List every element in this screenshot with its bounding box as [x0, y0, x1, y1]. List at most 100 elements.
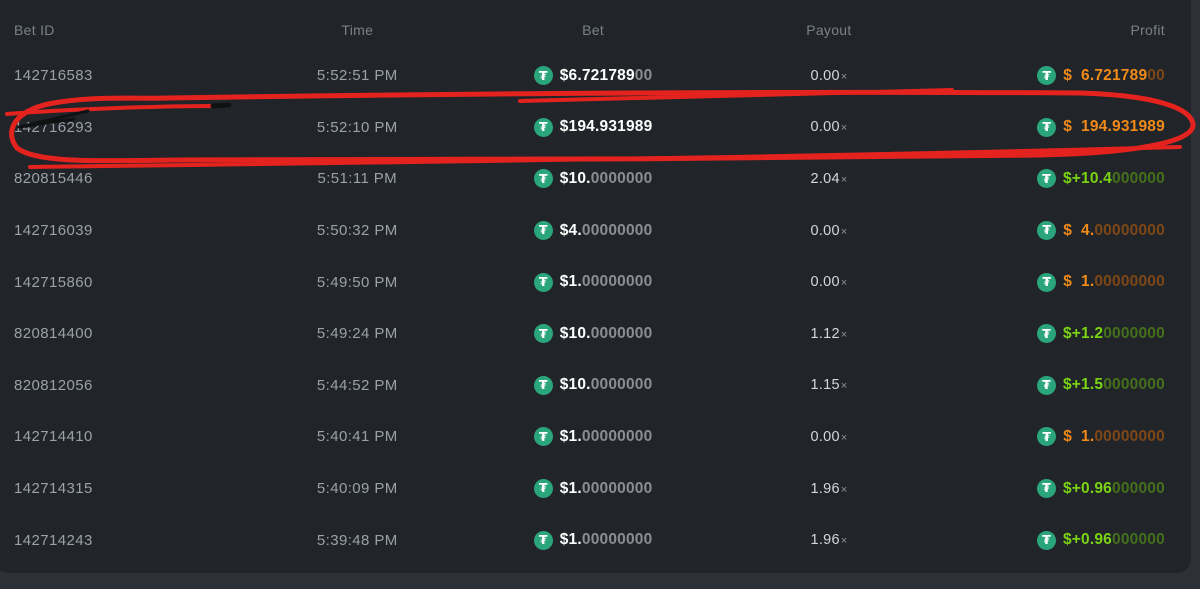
profit-amount-group: ₮ $ 1.00000000	[1037, 272, 1165, 292]
payout-multiplier: 0.00	[810, 428, 840, 445]
bet-amount-group: ₮ $194.931989	[533, 117, 653, 137]
bet-id-cell: 142716583	[14, 67, 93, 85]
profit-amount: $+0.96000000	[1063, 480, 1165, 498]
bet-row[interactable]: 820814400 5:49:24 PM ₮ $10.0000000 1.12× ₮ $+1…	[0, 308, 1191, 360]
bet-amount-main: $1.	[559, 427, 582, 445]
profit-amount: $ 1.00000000	[1063, 273, 1165, 291]
profit-amount: $+1.20000000	[1063, 325, 1165, 343]
multiply-symbol: ×	[840, 225, 848, 238]
bet-row[interactable]: 142715860 5:49:50 PM ₮ $1.00000000 0.00× ₮ $ 1…	[0, 256, 1191, 308]
column-header-bet: Bet	[582, 22, 605, 38]
profit-amount-group: ₮ $ 194.931989	[1037, 117, 1165, 137]
tether-icon: ₮	[1036, 324, 1056, 344]
tether-icon: ₮	[1037, 272, 1057, 292]
column-header-profit: Profit	[1130, 22, 1165, 38]
bet-amount: $1.00000000	[560, 273, 653, 291]
tether-icon: ₮	[533, 221, 553, 241]
payout-cell: 2.04×	[710, 170, 948, 188]
tether-icon: ₮	[533, 66, 553, 86]
profit-amount-group: ₮ $+0.96000000	[1036, 479, 1165, 499]
bet-row[interactable]: 142716039 5:50:32 PM ₮ $4.00000000 0.00× ₮ $ 4…	[0, 205, 1191, 257]
bet-amount-main: $10.	[559, 169, 591, 187]
bet-amount-main: $194.931989	[559, 118, 653, 136]
bet-amount-group: ₮ $1.00000000	[533, 530, 653, 550]
bet-row[interactable]: 142714243 5:39:48 PM ₮ $1.00000000 1.96× ₮ $+0…	[0, 514, 1191, 566]
bet-amount-trailing-zeros: 00000000	[581, 221, 653, 239]
tether-icon: ₮	[1037, 117, 1057, 137]
bet-amount-group: ₮ $4.00000000	[533, 221, 653, 241]
profit-cell: ₮ $+1.20000000	[948, 324, 1191, 344]
multiply-symbol: ×	[840, 431, 848, 444]
bet-amount-cell: ₮ $1.00000000	[476, 427, 709, 447]
profit-cell: ₮ $ 6.72178900	[948, 66, 1191, 86]
time-cell: 5:52:10 PM	[316, 118, 398, 136]
profit-amount: $ 6.72178900	[1063, 67, 1165, 85]
tether-icon: ₮	[533, 530, 553, 550]
profit-cell: ₮ $ 1.00000000	[948, 272, 1191, 292]
bet-id-cell: 820815446	[14, 170, 93, 188]
profit-amount-trailing-zeros: 000000	[1112, 531, 1165, 549]
tether-icon: ₮	[533, 375, 553, 395]
payout-cell: 1.96×	[710, 480, 948, 498]
time-cell: 5:52:51 PM	[316, 67, 398, 85]
profit-amount: $ 1.00000000	[1063, 428, 1165, 446]
profit-amount-main: $ 6.721789	[1063, 66, 1148, 84]
payout-cell: 0.00×	[710, 222, 948, 240]
bet-id-cell: 820814400	[14, 325, 93, 343]
column-header-bet-id: Bet ID	[14, 22, 55, 38]
tether-icon: ₮	[533, 272, 553, 292]
payout-cell: 0.00×	[710, 428, 948, 446]
bet-id-cell: 142714243	[14, 531, 93, 549]
profit-amount-main: $+10.4	[1062, 169, 1112, 187]
bet-amount-cell: ₮ $1.00000000	[476, 272, 709, 292]
bet-amount: $10.0000000	[560, 376, 653, 394]
table-body: 142716583 5:52:51 PM ₮ $6.72178900 0.00× ₮ $ 6…	[0, 50, 1191, 566]
bet-row[interactable]: 142716293 5:52:10 PM ₮ $194.931989 0.00× ₮ $ 1…	[0, 102, 1191, 154]
bet-amount-group: ₮ $1.00000000	[533, 272, 653, 292]
bet-amount-group: ₮ $1.00000000	[533, 479, 653, 499]
tether-icon: ₮	[533, 479, 553, 499]
bet-amount-cell: ₮ $1.00000000	[476, 479, 709, 499]
bet-amount: $10.0000000	[560, 325, 653, 343]
multiply-symbol: ×	[840, 535, 848, 548]
tether-icon: ₮	[533, 169, 553, 189]
bet-amount-group: ₮ $1.00000000	[533, 427, 653, 447]
column-header-payout: Payout	[806, 22, 852, 38]
bet-amount-main: $1.	[559, 531, 582, 549]
profit-amount-main: $+0.96	[1062, 479, 1112, 497]
multiply-symbol: ×	[840, 328, 848, 341]
bet-row[interactable]: 142714410 5:40:41 PM ₮ $1.00000000 0.00× ₮ $ 1…	[0, 411, 1191, 463]
bet-amount-trailing-zeros: 0000000	[590, 324, 653, 342]
bet-amount-cell: ₮ $194.931989	[476, 117, 709, 137]
bet-amount-cell: ₮ $10.0000000	[476, 169, 709, 189]
bet-amount: $6.72178900	[560, 67, 653, 85]
bet-amount-main: $10.	[559, 376, 591, 394]
bet-id-cell: 142715860	[14, 273, 93, 291]
bet-row[interactable]: 142716583 5:52:51 PM ₮ $6.72178900 0.00× ₮ $ 6…	[0, 50, 1191, 102]
payout-multiplier: 0.00	[810, 222, 840, 239]
profit-amount-main: $ 1.	[1063, 427, 1095, 445]
profit-amount-group: ₮ $+1.50000000	[1036, 375, 1165, 395]
profit-amount-trailing-zeros: 00000000	[1094, 221, 1165, 239]
bet-amount: $4.00000000	[560, 222, 653, 240]
multiply-symbol: ×	[840, 70, 848, 83]
bet-row[interactable]: 820815446 5:51:11 PM ₮ $10.0000000 2.04× ₮ $+1…	[0, 153, 1191, 205]
bet-amount: $1.00000000	[560, 531, 653, 549]
bet-row[interactable]: 820812056 5:44:52 PM ₮ $10.0000000 1.15× ₮ $+1…	[0, 360, 1191, 412]
bet-amount-main: $1.	[559, 479, 582, 497]
profit-amount: $+10.4000000	[1063, 170, 1165, 188]
bet-id-cell: 142714410	[14, 428, 93, 446]
tether-icon: ₮	[533, 427, 553, 447]
bet-amount: $10.0000000	[560, 170, 653, 188]
profit-amount-main: $ 194.931989	[1063, 118, 1165, 136]
time-cell: 5:51:11 PM	[317, 170, 398, 188]
payout-multiplier: 1.96	[810, 480, 840, 497]
bet-row[interactable]: 142714315 5:40:09 PM ₮ $1.00000000 1.96× ₮ $+0…	[0, 463, 1191, 515]
bet-amount-trailing-zeros: 00	[634, 66, 653, 84]
profit-amount-main: $ 4.	[1063, 221, 1095, 239]
profit-amount-group: ₮ $+0.96000000	[1036, 530, 1165, 550]
profit-cell: ₮ $ 1.00000000	[948, 427, 1191, 447]
payout-multiplier: 0.00	[810, 67, 840, 84]
time-cell: 5:49:50 PM	[316, 273, 398, 291]
profit-amount: $+1.50000000	[1063, 376, 1165, 394]
